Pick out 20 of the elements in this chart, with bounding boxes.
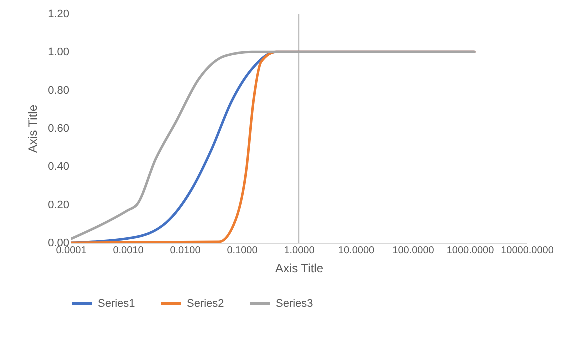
x-tick-label: 0.1000 xyxy=(227,246,258,256)
x-tick-label: 0.0100 xyxy=(170,246,202,256)
y-tick-label: 0.60 xyxy=(48,123,70,135)
y-tick-label: 1.20 xyxy=(48,8,70,20)
y-tick-label: 0.40 xyxy=(48,161,70,174)
legend-label: Series2 xyxy=(187,298,224,310)
legend-label: Series1 xyxy=(98,298,136,310)
y-axis-title: Axis Title xyxy=(26,104,40,154)
legend-label: Series3 xyxy=(276,298,314,310)
x-tick-label: 100.0000 xyxy=(392,246,435,256)
x-tick-label: 1.0000 xyxy=(284,246,316,256)
x-tick-label: 0.0010 xyxy=(113,246,144,256)
y-tick-label: 0.80 xyxy=(48,84,70,97)
y-tick-label: 1.00 xyxy=(48,46,70,59)
x-tick-label: 10000.0000 xyxy=(501,246,554,256)
x-axis-title: Axis Title xyxy=(275,262,324,276)
x-tick-label: 10.0000 xyxy=(338,246,376,256)
y-tick-label: 0.20 xyxy=(48,199,70,212)
x-tick-label: 1000.0000 xyxy=(446,246,495,256)
x-tick-label: 0.0001 xyxy=(56,246,88,256)
